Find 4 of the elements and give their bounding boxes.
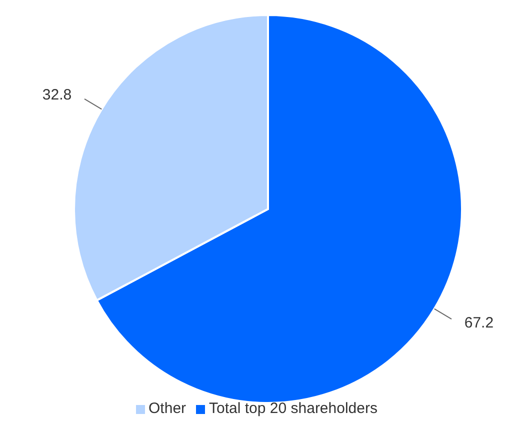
data-label: 32.8 [42,86,72,104]
legend-label: Total top 20 shareholders [209,400,378,417]
data-label: 67.2 [464,314,494,332]
legend-label: Other [148,400,186,417]
